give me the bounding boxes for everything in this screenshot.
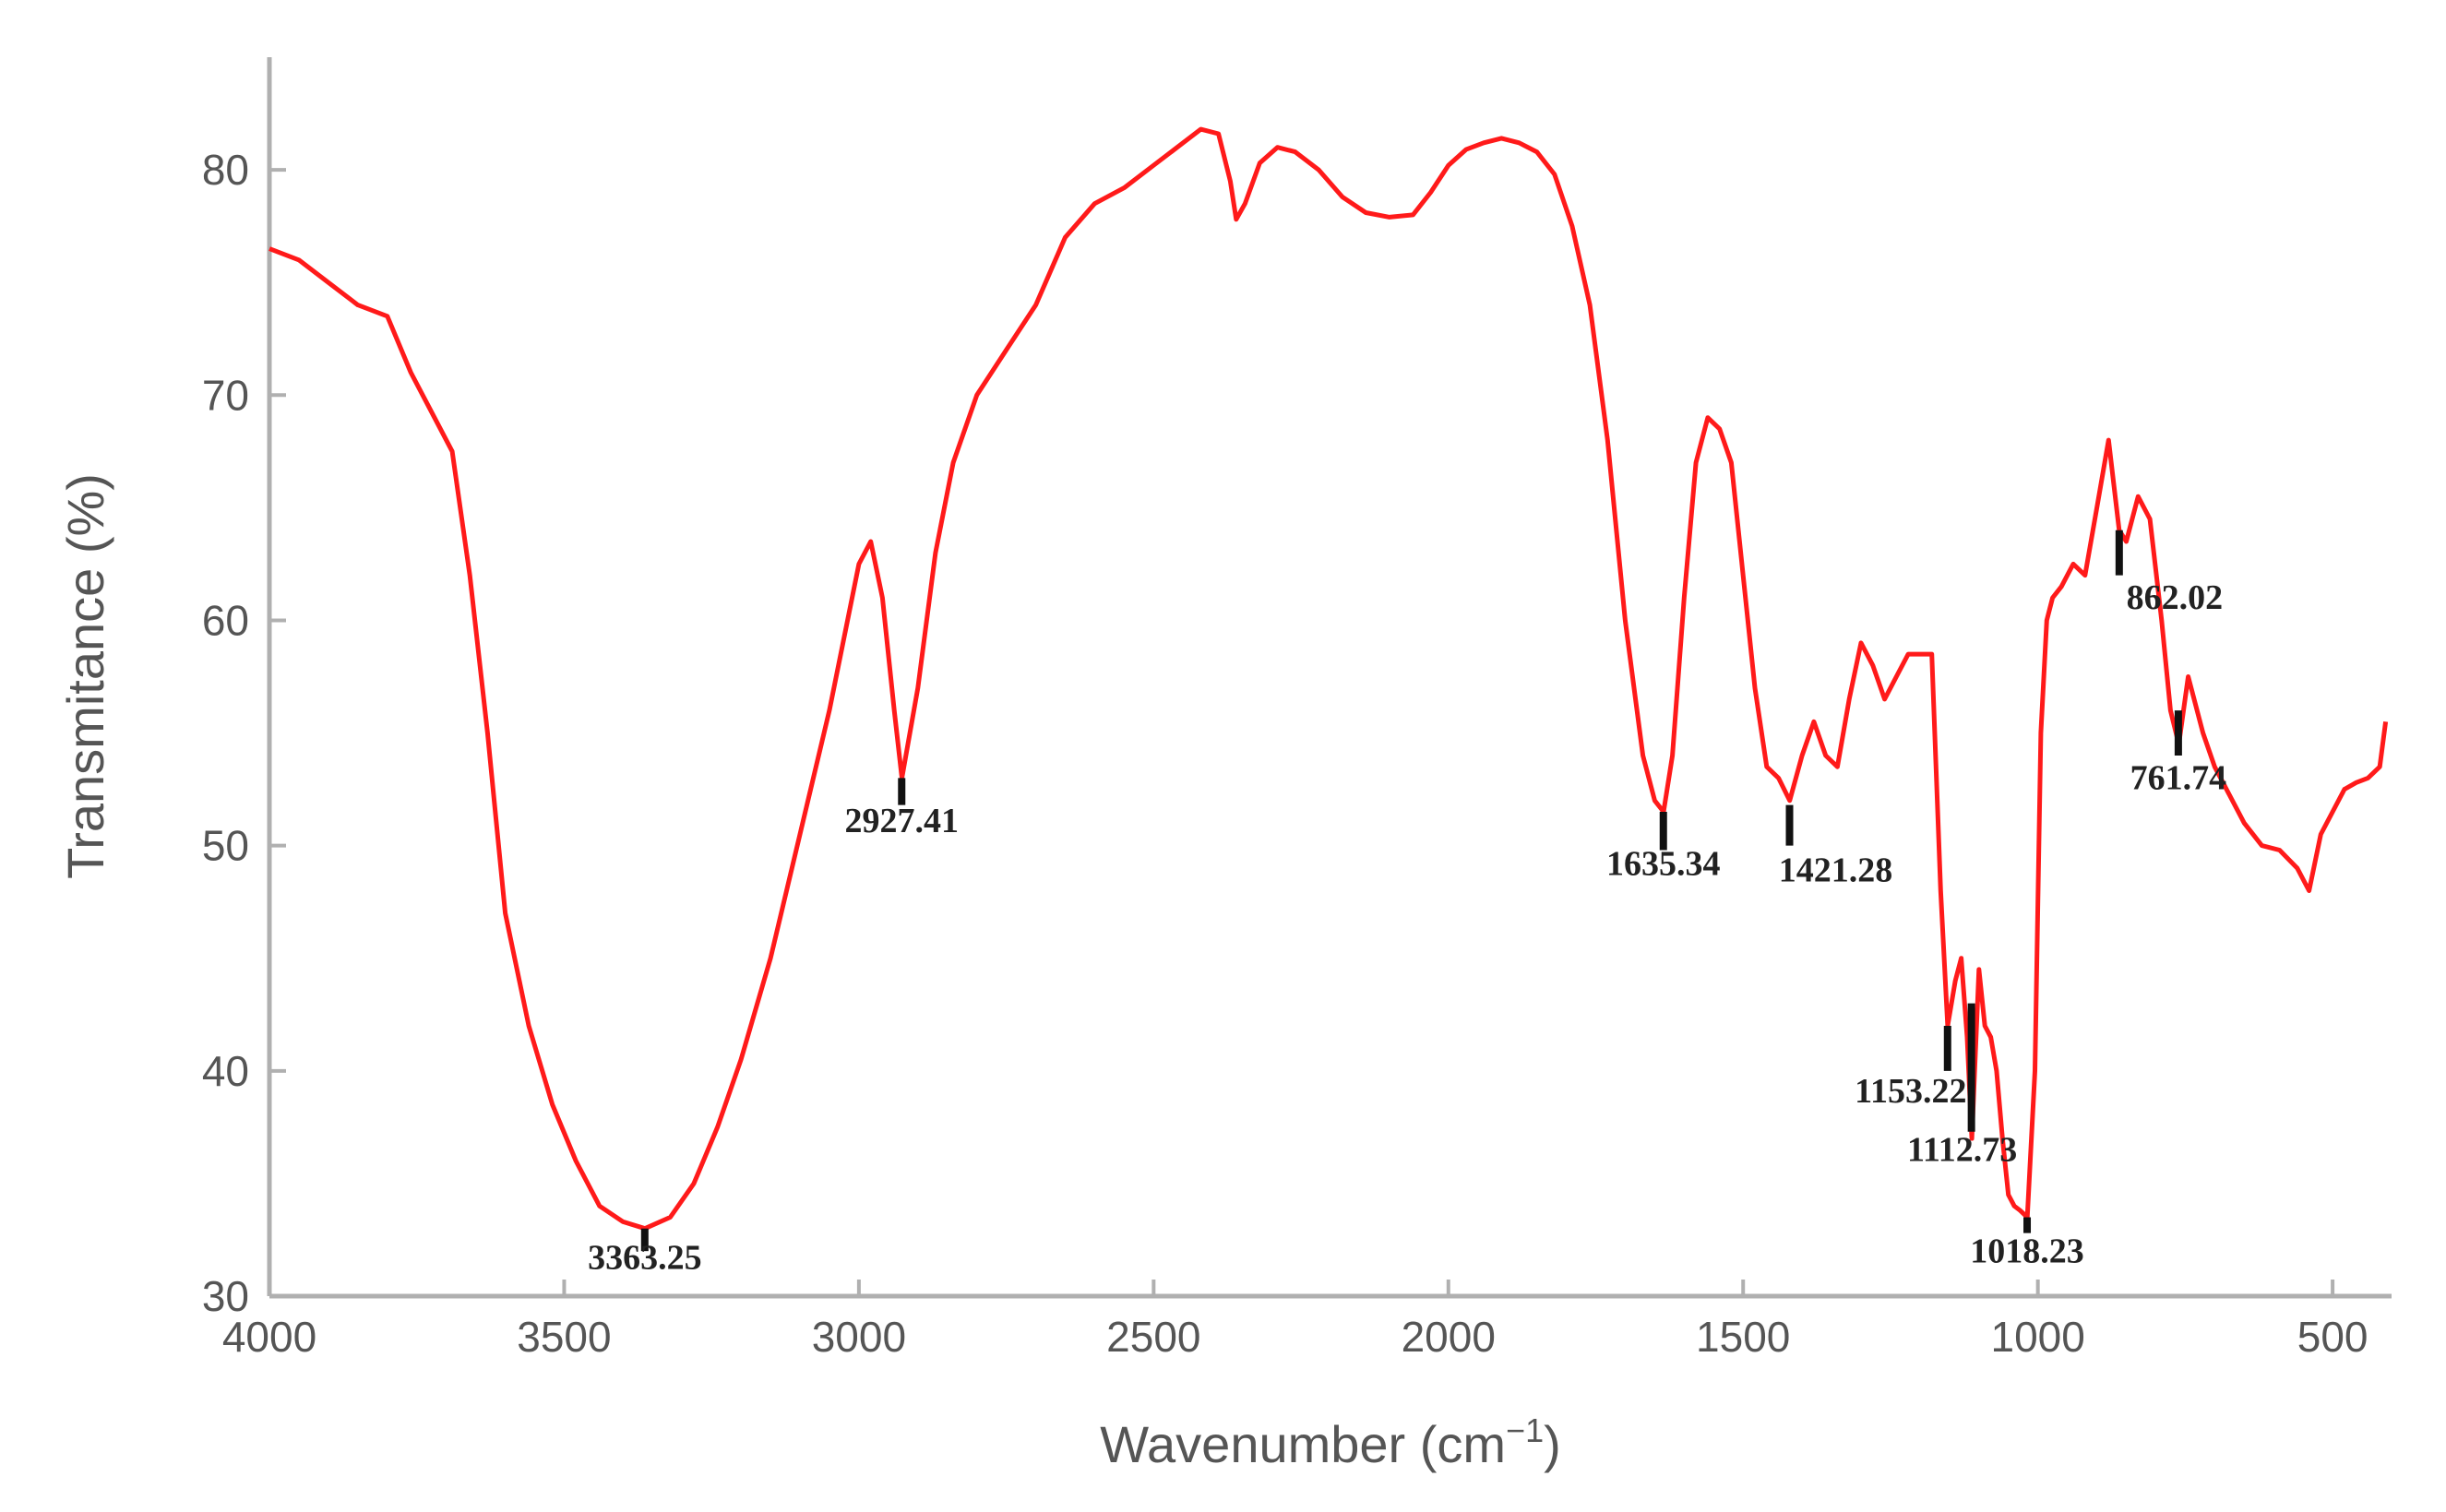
y-tick-label: 60: [202, 596, 249, 644]
peak-label: 862.02: [2127, 578, 2224, 617]
x-axis-title: Wavenumber (cm−1): [1100, 1411, 1561, 1473]
x-tick-label: 500: [2297, 1313, 2368, 1361]
x-axis-title-close: ): [1544, 1415, 1561, 1473]
x-tick-label: 1500: [1696, 1313, 1790, 1361]
x-tick-label: 4000: [222, 1313, 316, 1361]
peak-label: 1635.34: [1606, 844, 1721, 883]
x-tick-label: 2000: [1402, 1313, 1496, 1361]
peak-label: 1112.73: [1907, 1130, 2017, 1169]
x-tick-label: 3000: [812, 1313, 906, 1361]
y-axis-title: Transmitance (%): [56, 473, 114, 879]
axes: [267, 57, 2392, 1299]
peak-label: 761.74: [2130, 759, 2227, 798]
peak-label: 1153.22: [1855, 1072, 1966, 1111]
spectrum-line: [268, 126, 2389, 1232]
y-tick-label: 80: [202, 146, 249, 194]
peak-label: 1421.28: [1779, 851, 1893, 890]
x-axis-title-superscript: −1: [1506, 1411, 1544, 1449]
peak-label: 1018.23: [1970, 1232, 2084, 1270]
peak-label: 3363.25: [588, 1239, 702, 1278]
y-ticks: 30 40 50 60 70 80: [202, 146, 286, 1320]
peak-label: 2927.41: [845, 802, 960, 840]
x-axis-title-main: Wavenumber (cm: [1100, 1415, 1506, 1473]
y-tick-label: 40: [202, 1047, 249, 1095]
peak-annotations: 3363.25 2927.41 1635.34 1421.28 1153.22 1112.…: [588, 530, 2226, 1278]
y-tick-label: 50: [202, 822, 249, 870]
y-tick-label: 30: [202, 1272, 249, 1320]
x-tick-label: 3500: [517, 1313, 611, 1361]
y-tick-label: 70: [202, 371, 249, 419]
x-ticks: 4000 3500 3000 2500 2000 1500 1000 500: [222, 1280, 2368, 1361]
x-tick-label: 1000: [1990, 1313, 2084, 1361]
x-tick-label: 2500: [1106, 1313, 1200, 1361]
